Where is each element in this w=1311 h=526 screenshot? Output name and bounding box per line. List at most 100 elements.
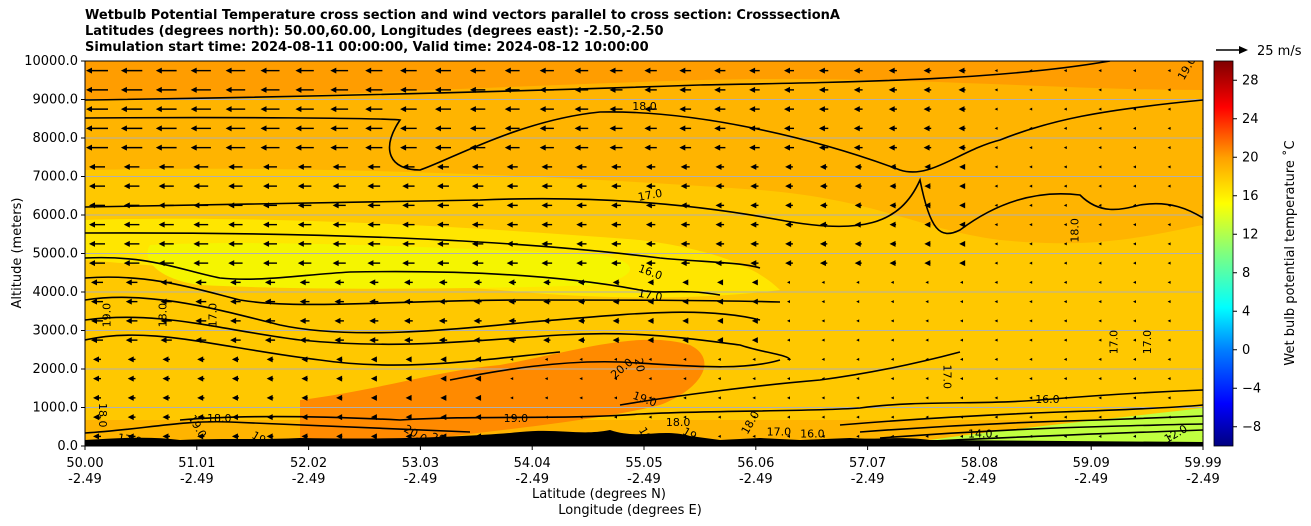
- wind-vector: [336, 433, 343, 440]
- wind-vector: [749, 86, 760, 93]
- wind-vector: [1098, 184, 1102, 188]
- wind-vector: [960, 357, 963, 361]
- wind-vector: [1133, 165, 1136, 169]
- wind-vector: [125, 317, 138, 324]
- wind-vector: [231, 394, 239, 401]
- wind-vector: [714, 125, 726, 132]
- wind-vector: [301, 394, 308, 401]
- wind-vector: [821, 357, 825, 361]
- wind-vector: [506, 240, 518, 247]
- wind-vector: [541, 221, 553, 228]
- x-tick-label-lon: -2.49: [68, 472, 102, 487]
- wind-vector: [120, 67, 143, 74]
- wind-vector: [1167, 242, 1171, 246]
- wind-vector: [299, 279, 310, 286]
- x-tick-label-lat: 55.05: [625, 456, 662, 471]
- wind-vector: [994, 223, 998, 227]
- wind-vector: [330, 67, 349, 74]
- wind-vector: [612, 317, 620, 324]
- wind-vector: [645, 260, 656, 267]
- wind-vector: [959, 183, 966, 190]
- wind-vector: [125, 279, 138, 286]
- wind-vector: [197, 414, 205, 421]
- wind-vector: [683, 434, 687, 438]
- wind-vector: [1133, 184, 1136, 188]
- wind-vector: [890, 300, 894, 304]
- contour-lines: [85, 61, 1203, 443]
- wind-vector: [1098, 88, 1102, 92]
- wind-vector: [1133, 261, 1136, 265]
- colorbar-tick-label: 12: [1242, 227, 1259, 242]
- wind-vector: [332, 240, 346, 247]
- y-axis: 0.0 1000.0 2000.0 3000.0 4000.0 5000.0 6000.0 7…: [24, 54, 85, 454]
- wind-vector: [853, 125, 863, 132]
- wind-vector: [683, 396, 687, 400]
- wind-vector: [544, 396, 548, 400]
- wind-vector: [714, 86, 726, 93]
- wind-vector: [93, 433, 101, 440]
- wind-vector: [645, 221, 656, 228]
- wind-vector: [440, 356, 447, 363]
- wind-vector: [543, 317, 551, 324]
- wind-vector: [1167, 300, 1171, 304]
- wind-vector: [473, 279, 482, 286]
- wind-vector: [301, 375, 308, 382]
- lower-warm-core: [300, 339, 705, 440]
- wind-vector: [1133, 242, 1136, 246]
- wind-vector: [295, 67, 314, 74]
- wind-vector: [231, 356, 239, 363]
- wind-vector: [925, 357, 929, 361]
- wind-vector: [611, 221, 621, 228]
- contour-label: 18.0: [207, 412, 232, 425]
- colorbar-tick-label: 4: [1242, 304, 1250, 319]
- contour-label: 18.0: [156, 303, 169, 328]
- x-tick-label-lat: 56.06: [737, 456, 774, 471]
- wind-vector: [155, 144, 177, 151]
- wind-vector: [579, 357, 583, 361]
- wind-vector: [370, 356, 377, 363]
- wind-vector: [609, 125, 623, 132]
- wind-vector: [190, 125, 211, 132]
- wind-vector: [994, 107, 998, 111]
- wind-vector: [471, 183, 484, 190]
- wind-vector: [994, 396, 998, 400]
- wind-vector: [890, 377, 894, 381]
- wind-vector: [437, 240, 449, 247]
- wind-vector: [1029, 126, 1033, 130]
- wind-vector: [541, 260, 553, 267]
- wind-vector: [1167, 396, 1171, 400]
- wind-vector: [369, 279, 379, 286]
- wind-vector: [611, 260, 621, 267]
- x-tick-label-lat: 57.07: [849, 456, 886, 471]
- wind-vector: [890, 357, 894, 361]
- wind-vector: [609, 86, 623, 93]
- wind-vector: [508, 279, 517, 286]
- x-tick-label-lat: 54.04: [514, 456, 551, 471]
- y-tick-label: 3000.0: [33, 324, 79, 339]
- wind-vector: [541, 163, 553, 170]
- wind-vector: [1098, 165, 1102, 169]
- wind-vector: [888, 144, 897, 151]
- quiver-key-arrowhead: [1239, 46, 1248, 54]
- wind-vector: [295, 144, 314, 151]
- wind-vector: [264, 317, 276, 324]
- wind-vector: [784, 67, 794, 74]
- wind-vector: [821, 434, 825, 438]
- wind-vector: [435, 106, 451, 113]
- wind-vector: [266, 356, 274, 363]
- wind-vector: [994, 242, 998, 246]
- wind-vector: [644, 144, 657, 151]
- wind-vector: [508, 298, 517, 305]
- wind-vector: [437, 163, 449, 170]
- y-axis-label: Altitude (meters): [10, 198, 25, 309]
- wind-vector: [93, 375, 101, 382]
- wind-vector: [539, 144, 554, 151]
- wind-vector: [579, 396, 583, 400]
- contour-label: 20: [632, 357, 647, 373]
- wind-vector: [367, 183, 381, 190]
- wind-vector: [609, 106, 623, 113]
- wind-vector: [438, 298, 448, 305]
- wind-vector: [1063, 88, 1067, 92]
- wind-vector: [647, 317, 654, 324]
- wind-vector: [609, 144, 623, 151]
